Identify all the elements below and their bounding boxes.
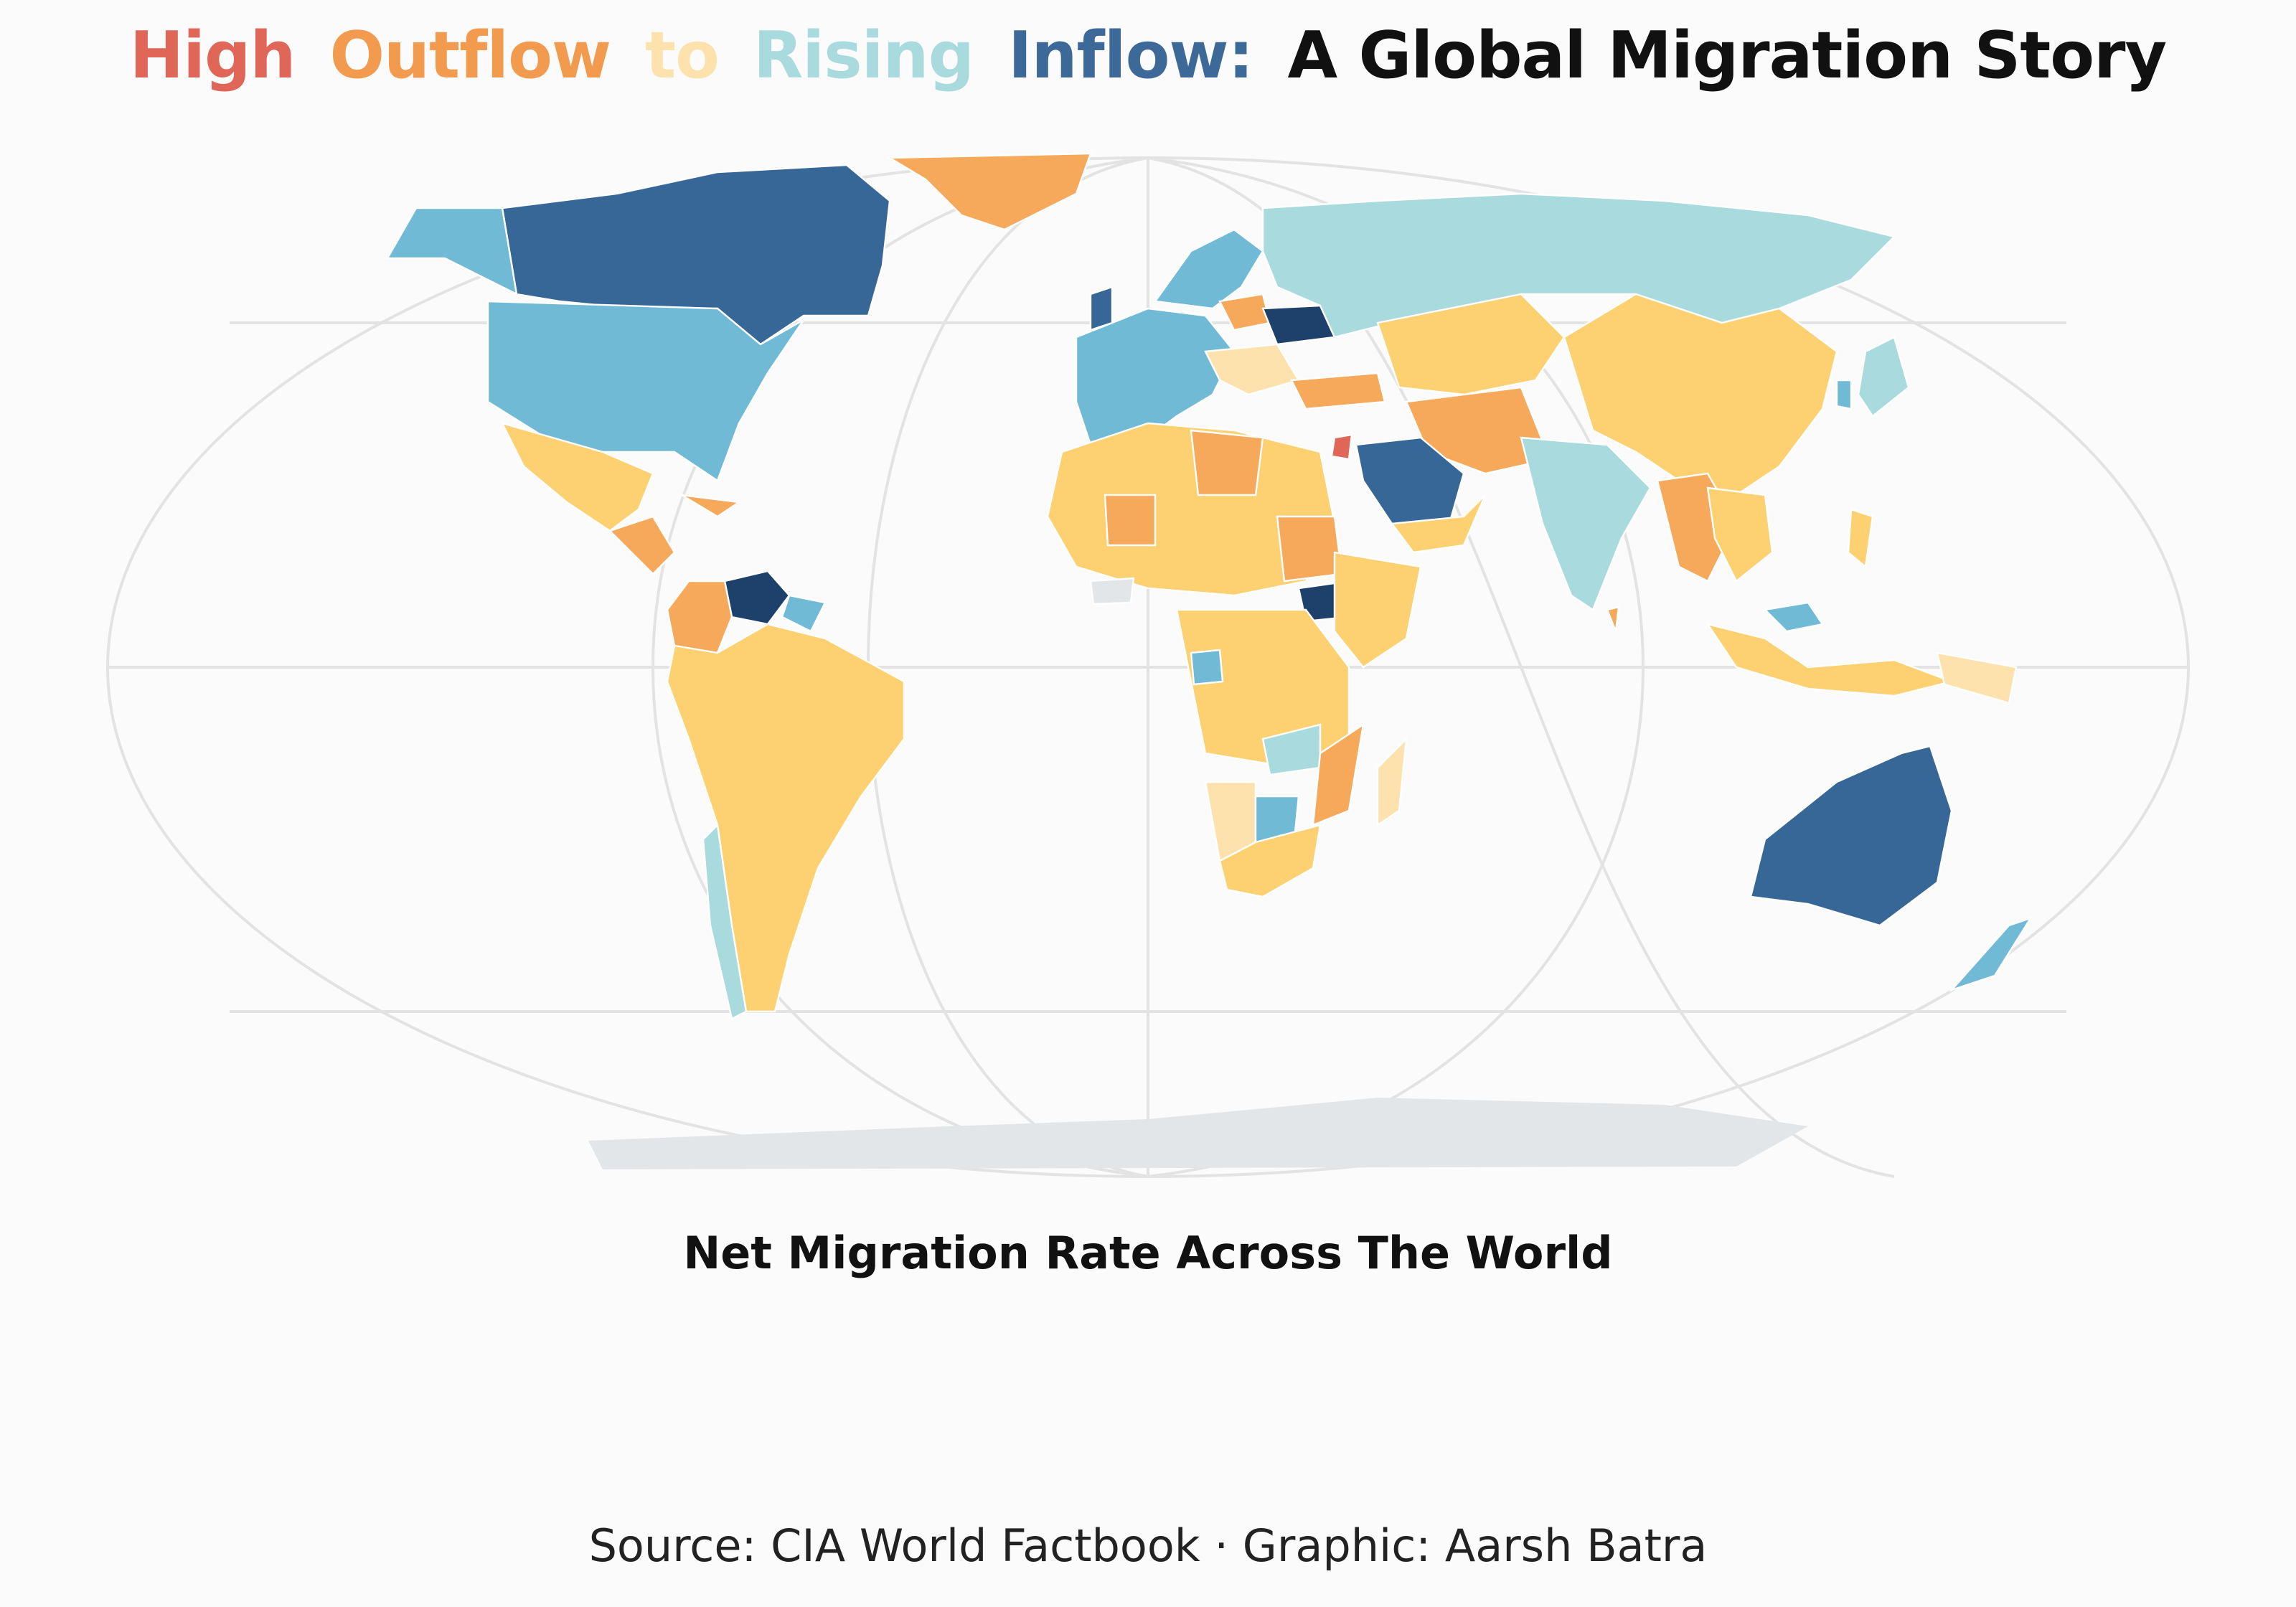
philippines [1847, 508, 1874, 569]
north-africa [1046, 422, 1336, 597]
central-america [608, 515, 676, 575]
india [1520, 436, 1652, 611]
west-africa-coast [1089, 577, 1135, 605]
title-word-inflow: Inflow: [1008, 18, 1254, 93]
china [1563, 293, 1838, 496]
madagascar [1376, 736, 1408, 827]
russia [1261, 192, 1896, 339]
alaska [385, 207, 518, 296]
caribbean [681, 494, 742, 518]
mali [1104, 494, 1157, 547]
new-guinea [1936, 651, 2018, 704]
guianas [781, 594, 827, 633]
new-zealand [1949, 916, 2033, 992]
title-rest: A Global Migration Story [1287, 18, 2168, 93]
united-states [486, 300, 804, 482]
balkans [1204, 343, 1300, 396]
turkey [1290, 372, 1386, 410]
greenland [886, 152, 1092, 231]
world-map [106, 152, 2190, 1178]
gabon-congo [1190, 649, 1224, 686]
levant [1330, 433, 1353, 461]
map-subtitle: Net Migration Rate Across The World [683, 1227, 1613, 1279]
indochina [1706, 486, 1774, 583]
indonesia [1705, 623, 1955, 697]
libya [1190, 429, 1264, 496]
mexico [500, 422, 654, 532]
poland [1218, 293, 1271, 331]
colombia [666, 580, 733, 654]
sri-lanka [1606, 605, 1620, 632]
mozambique [1312, 722, 1365, 826]
sudan [1276, 515, 1343, 583]
south-africa [1218, 824, 1322, 898]
source-caption: Source: CIA World Factbook · Graphic: Aa… [588, 1519, 1708, 1572]
central-africa [1175, 608, 1350, 769]
yemen-oman [1390, 494, 1487, 554]
title-word-high: High [129, 18, 296, 93]
antarctica [588, 1098, 1808, 1169]
east-africa [1333, 551, 1422, 669]
south-america [666, 623, 905, 1013]
title-word-outflow: Outflow [329, 18, 611, 93]
map-title: High Outflow to Rising Inflow: A Global Migra… [0, 13, 2296, 99]
korea [1835, 379, 1853, 410]
australia [1749, 745, 1953, 927]
uk [1089, 286, 1114, 331]
japan [1857, 336, 1910, 418]
venezuela [723, 570, 791, 626]
chile [702, 823, 748, 1020]
malaysia [1763, 601, 1824, 633]
title-word-rising: Rising [753, 18, 974, 93]
central-asia [1376, 293, 1566, 396]
title-word-to: to [645, 18, 720, 93]
western-europe [1075, 307, 1236, 446]
countries [385, 152, 2033, 1169]
canada [501, 164, 891, 346]
